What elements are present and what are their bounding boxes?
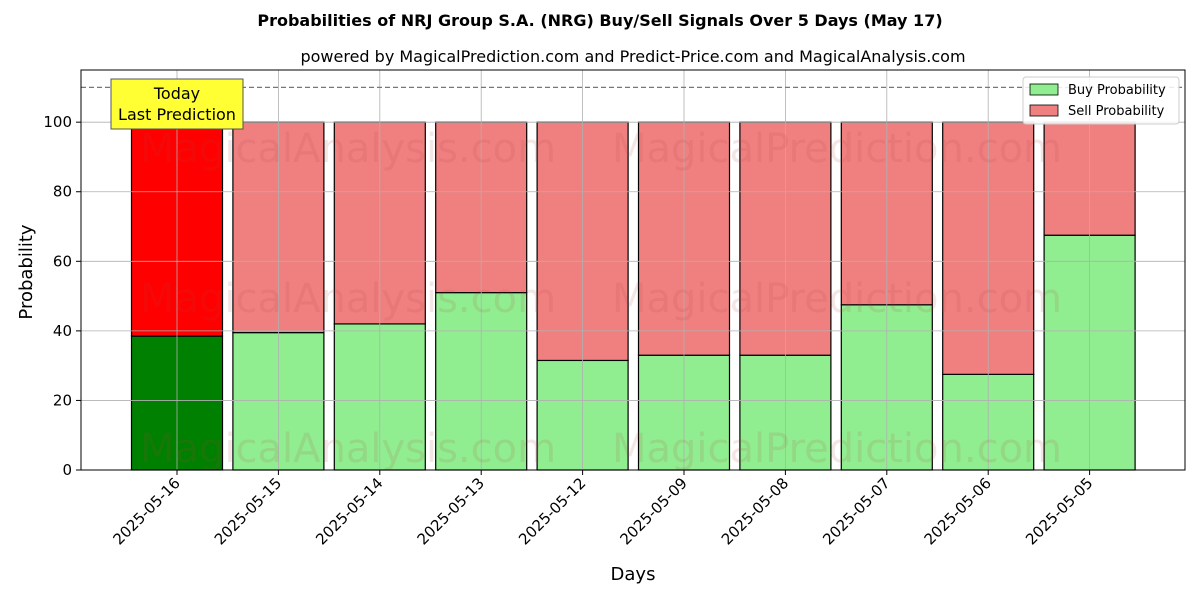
y-tick-label: 0 <box>62 461 72 479</box>
watermark-text: MagicalPrediction.com <box>612 426 1062 472</box>
legend-swatch <box>1029 83 1059 96</box>
chart-subtitle: powered by MagicalPrediction.com and Pre… <box>300 47 965 66</box>
watermark-text: MagicalAnalysis.com <box>140 276 556 322</box>
watermark-text: MagicalAnalysis.com <box>140 426 556 472</box>
watermark-text: MagicalPrediction.com <box>612 126 1062 172</box>
x-tick-label: 2025-05-13 <box>414 474 488 548</box>
x-tick-label: 2025-05-14 <box>312 474 386 548</box>
y-tick-label: 80 <box>53 183 72 201</box>
y-tick-label: 40 <box>53 322 72 340</box>
x-tick-label: 2025-05-15 <box>211 474 285 548</box>
x-tick-label: 2025-05-05 <box>1022 474 1096 548</box>
annotation-line1: Today <box>153 84 200 103</box>
x-tick-label: 2025-05-07 <box>819 474 893 548</box>
x-tick-label: 2025-05-09 <box>616 474 690 548</box>
x-axis-label: Days <box>611 564 656 585</box>
y-tick-label: 20 <box>53 391 72 409</box>
x-tick-label: 2025-05-16 <box>109 474 183 548</box>
annotation-box <box>110 78 244 130</box>
legend-box <box>1022 76 1180 125</box>
plot-area: MagicalAnalysis.com MagicalPrediction.com… <box>43 69 1186 548</box>
x-tick-label: 2025-05-08 <box>718 474 792 548</box>
legend-label: Buy Probability <box>1068 83 1166 98</box>
x-tick-label: 2025-05-06 <box>921 474 995 548</box>
plot-frame <box>80 69 1186 471</box>
legend-swatch <box>1029 104 1059 117</box>
watermark-text: MagicalAnalysis.com <box>140 126 556 172</box>
chart-title: Probabilities of NRJ Group S.A. (NRG) Bu… <box>257 11 942 30</box>
annotation-line2: Last Prediction <box>118 105 236 124</box>
y-axis-label: Probability <box>16 224 37 319</box>
y-tick-label: 100 <box>43 113 72 131</box>
legend-label: Sell Probability <box>1068 104 1165 119</box>
y-tick-label: 60 <box>53 252 72 270</box>
x-tick-label: 2025-05-12 <box>515 474 589 548</box>
watermark-text: MagicalPrediction.com <box>612 276 1062 322</box>
